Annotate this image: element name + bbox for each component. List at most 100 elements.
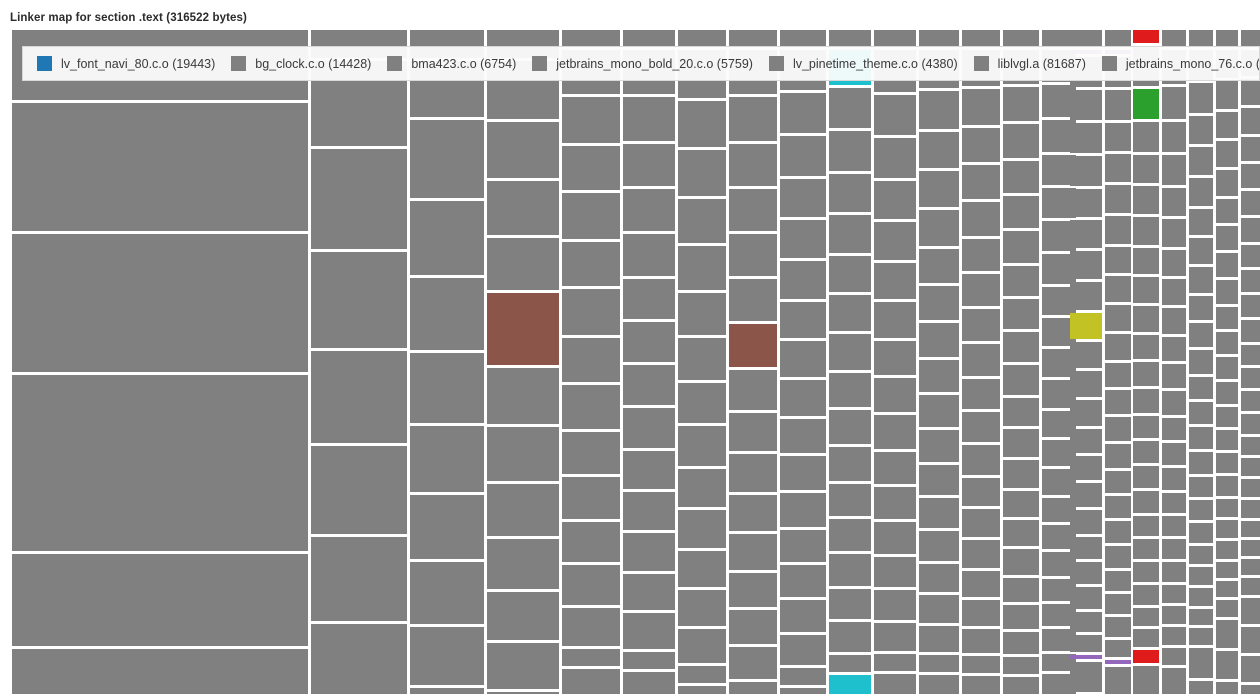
treemap-tile[interactable] [487,122,559,178]
treemap-tile[interactable] [919,360,959,392]
treemap-tile[interactable] [562,193,620,239]
treemap-tile[interactable] [919,210,959,246]
treemap-tile[interactable] [829,554,871,586]
treemap-tile[interactable] [1216,141,1238,167]
treemap-tile[interactable] [1070,313,1102,339]
legend-item[interactable]: bma423.c.o (6754) [387,56,516,71]
treemap-tile[interactable] [1105,617,1131,637]
treemap-tile[interactable] [1070,612,1102,632]
treemap-tile[interactable] [780,93,826,133]
treemap-tile[interactable] [919,171,959,207]
treemap-tile[interactable] [1003,429,1039,457]
treemap-tile[interactable] [1003,677,1039,694]
treemap-tile[interactable] [780,565,826,597]
treemap-tile[interactable] [1189,377,1213,399]
treemap-tile[interactable] [1070,251,1102,279]
treemap-tile[interactable] [1162,30,1186,47]
treemap-tile[interactable] [1162,516,1186,536]
treemap-tile[interactable] [962,478,1000,506]
treemap-tile[interactable] [1189,523,1213,543]
treemap-tile[interactable] [1162,668,1186,694]
treemap-tile[interactable] [1216,600,1238,617]
treemap-tile[interactable] [623,533,675,571]
treemap-tile[interactable] [1003,491,1039,517]
treemap-tile[interactable] [410,278,484,350]
treemap-tile[interactable] [919,655,959,672]
treemap-tile[interactable] [1189,147,1213,175]
treemap-tile[interactable] [1216,307,1238,329]
treemap-tile[interactable] [1133,89,1159,119]
treemap-tile[interactable] [678,426,726,466]
treemap-tile[interactable] [829,410,871,444]
treemap-tile[interactable] [919,286,959,320]
treemap-tile[interactable] [562,608,620,646]
treemap-tile[interactable] [962,676,1000,694]
treemap-tile[interactable] [1105,363,1131,387]
treemap-tile[interactable] [780,380,826,416]
treemap-tile[interactable] [962,379,1000,409]
treemap-tile[interactable] [1105,305,1131,331]
treemap-tile[interactable] [487,592,559,640]
treemap-tile[interactable] [487,238,559,290]
treemap-tile[interactable] [829,519,871,551]
treemap-tile[interactable] [1105,667,1131,694]
legend-item[interactable]: bg_clock.c.o (14428) [231,56,371,71]
treemap-tile[interactable] [1042,654,1076,671]
treemap-tile[interactable] [1105,496,1131,518]
treemap-tile[interactable] [1162,468,1186,490]
treemap-tile[interactable] [1162,493,1186,513]
treemap-tile[interactable] [829,447,871,481]
treemap-tile[interactable] [1189,238,1213,264]
treemap-tile[interactable] [562,432,620,474]
treemap-tile[interactable] [1189,30,1213,47]
treemap-tile[interactable] [1216,226,1238,250]
treemap-tile[interactable] [410,201,484,275]
treemap-tile[interactable] [780,493,826,527]
treemap-tile[interactable] [1003,87,1039,121]
treemap-tile[interactable] [1133,562,1159,582]
treemap-tile[interactable] [919,395,959,427]
treemap-tile[interactable] [1216,280,1238,304]
treemap-tile[interactable] [1162,87,1186,119]
treemap-tile[interactable] [562,522,620,562]
treemap-tile[interactable] [1105,154,1131,182]
treemap-tile[interactable] [874,557,916,587]
treemap-tile[interactable] [410,688,484,694]
treemap-tile[interactable] [1003,460,1039,488]
treemap-tile[interactable] [729,573,777,607]
treemap-tile[interactable] [962,412,1000,442]
treemap-tile[interactable] [1105,30,1131,47]
treemap-tile[interactable] [780,530,826,562]
treemap-tile[interactable] [1003,196,1039,228]
treemap-tile[interactable] [1133,650,1159,663]
treemap-tile[interactable] [780,600,826,632]
treemap-tile[interactable] [874,522,916,554]
treemap-tile[interactable] [1189,402,1213,424]
treemap-tile[interactable] [1133,491,1159,513]
treemap-tile[interactable] [919,249,959,283]
treemap-tile[interactable] [562,477,620,519]
treemap-tile[interactable] [962,656,1000,673]
treemap-tile[interactable] [1216,170,1238,196]
treemap-tile[interactable] [1241,79,1260,105]
treemap-tile[interactable] [729,97,777,141]
treemap-tile[interactable] [410,426,484,492]
treemap-tile[interactable] [562,242,620,286]
treemap-tile[interactable] [1105,216,1131,244]
treemap-tile[interactable] [829,88,871,128]
treemap-tile[interactable] [729,189,777,231]
treemap-tile[interactable] [678,510,726,548]
treemap-tile[interactable] [1189,588,1213,606]
treemap-tile[interactable] [1003,332,1039,362]
treemap-tile[interactable] [1105,247,1131,273]
treemap-tile[interactable] [562,30,620,47]
treemap-tile[interactable] [678,101,726,147]
treemap-tile[interactable] [1162,250,1186,276]
treemap-tile[interactable] [1133,248,1159,274]
treemap-tile[interactable] [1042,604,1076,626]
treemap-tile[interactable] [729,279,777,321]
treemap-tile[interactable] [1003,161,1039,193]
treemap-tile[interactable] [1241,685,1260,694]
treemap-tile[interactable] [1241,500,1260,518]
treemap-tile[interactable] [678,686,726,694]
